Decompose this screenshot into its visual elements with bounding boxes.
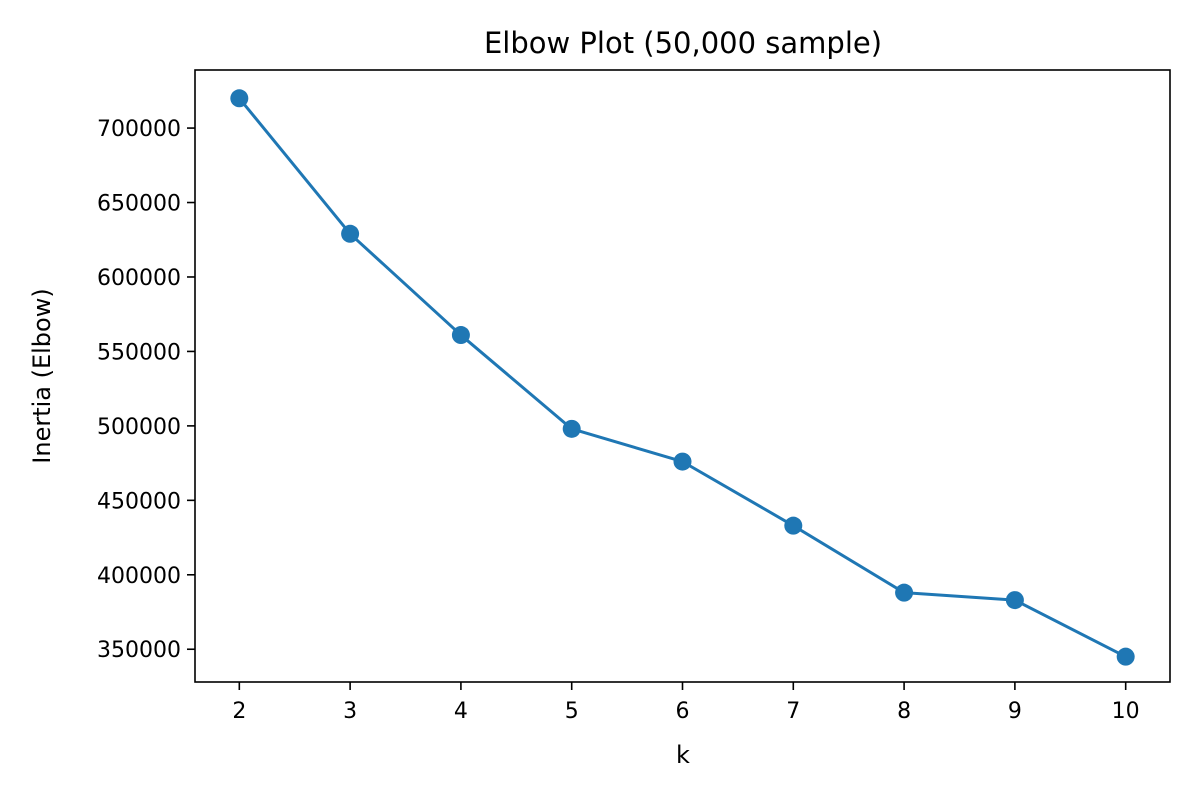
y-axis-label: Inertia (Elbow) (28, 288, 56, 463)
data-point (341, 224, 360, 243)
data-point (673, 452, 692, 471)
axis-ticks: 2 3 4 5 6 7 8 9 10 350000 400000 450000 500000 550000… (97, 117, 1140, 724)
y-tick-label: 700000 (97, 117, 181, 142)
data-point (562, 419, 581, 438)
y-tick-label: 600000 (97, 266, 181, 291)
data-point (784, 516, 803, 535)
y-tick-label: 400000 (97, 564, 181, 589)
x-tick-label: 7 (786, 699, 800, 724)
x-tick-label: 9 (1008, 699, 1022, 724)
y-tick-label: 550000 (97, 340, 181, 365)
x-tick-label: 5 (565, 699, 579, 724)
data-point (230, 89, 249, 108)
y-tick-label: 500000 (97, 415, 181, 440)
x-tick-label: 4 (454, 699, 468, 724)
y-tick-label: 350000 (97, 638, 181, 663)
x-axis-label: k (676, 741, 690, 769)
y-tick-label: 450000 (97, 489, 181, 514)
plot-area-frame (194, 69, 1171, 683)
data-point (1116, 647, 1135, 666)
x-tick-label: 10 (1112, 699, 1140, 724)
x-tick-label: 2 (232, 699, 246, 724)
series-line (237, 96, 1128, 659)
data-point (1005, 591, 1024, 610)
y-tick-label: 650000 (97, 192, 181, 217)
data-point (895, 583, 914, 602)
data-point (451, 326, 470, 345)
chart-title: Elbow Plot (50,000 sample) (484, 26, 882, 60)
x-tick-label: 6 (676, 699, 690, 724)
series-layer (230, 89, 1135, 666)
x-tick-label: 8 (897, 699, 911, 724)
x-tick-label: 3 (343, 699, 357, 724)
